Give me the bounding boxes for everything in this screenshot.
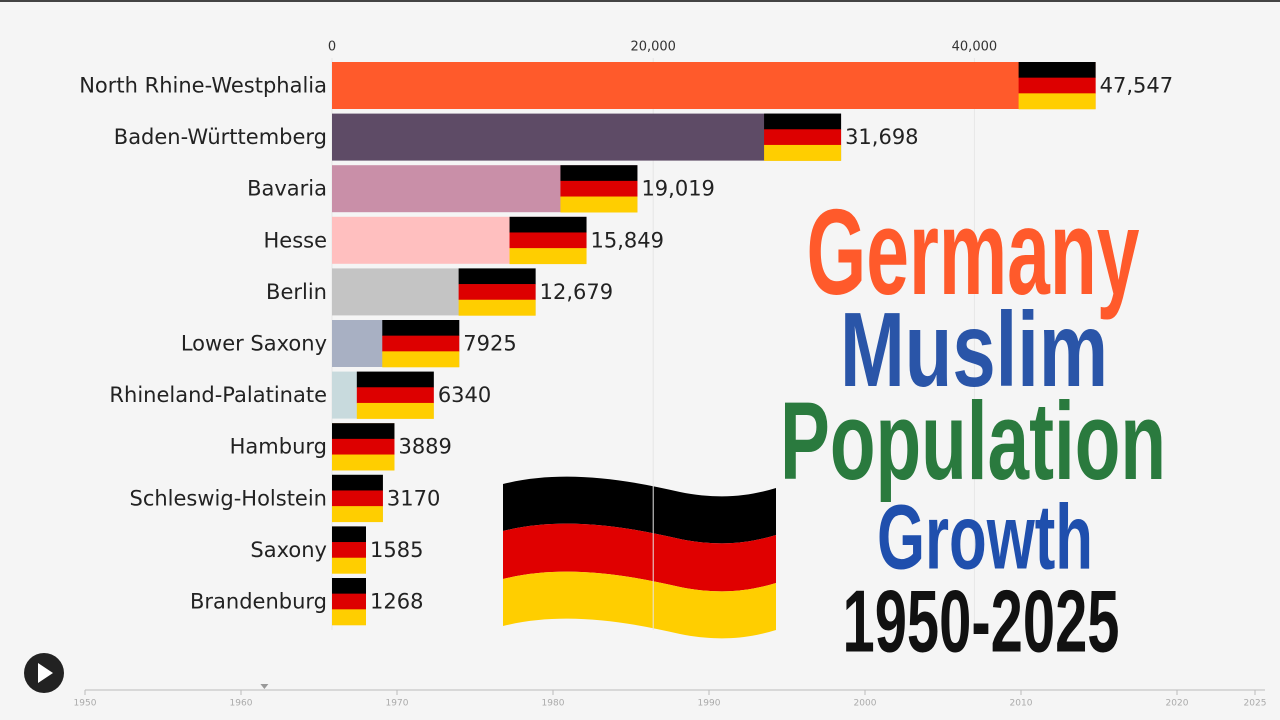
flag-stripe xyxy=(332,506,383,523)
title-line: Growth xyxy=(877,486,1093,588)
timeline-tick-label: 1990 xyxy=(698,699,721,709)
timeline-tick-label: 2020 xyxy=(1166,699,1189,709)
value-label: 19,019 xyxy=(641,177,714,201)
x-tick-label: 0 xyxy=(328,40,336,55)
timeline-tick-label: 2025 xyxy=(1244,699,1267,709)
bar xyxy=(332,113,842,161)
flag-icon xyxy=(382,320,460,368)
x-tick-label: 40,000 xyxy=(952,40,998,55)
category-label: Berlin xyxy=(266,280,327,304)
flag-illustration xyxy=(503,476,776,639)
flag-stripe xyxy=(560,180,638,197)
x-tick-label: 20,000 xyxy=(630,40,676,55)
category-label: Saxony xyxy=(250,538,327,562)
flag-stripe xyxy=(382,335,460,352)
value-label: 7925 xyxy=(463,332,516,356)
flag-stripe xyxy=(509,232,587,249)
value-label: 6340 xyxy=(438,383,491,407)
value-label: 12,679 xyxy=(540,280,613,304)
flag-icon xyxy=(332,526,366,574)
timeline-tick-label: 2000 xyxy=(854,699,877,709)
value-label: 1268 xyxy=(370,590,423,614)
flag-stripe xyxy=(332,578,366,594)
value-label: 31,698 xyxy=(845,125,918,149)
flag-stripe xyxy=(764,144,842,161)
flag-stripe xyxy=(764,113,842,130)
flag-stripe xyxy=(1018,77,1096,94)
flag-stripe xyxy=(332,557,366,574)
timeline-tick-label: 1960 xyxy=(230,699,253,709)
flag-icon xyxy=(509,216,587,265)
flag-icon xyxy=(560,165,638,213)
flag-stripe xyxy=(332,438,395,455)
flag-stripe xyxy=(458,268,536,285)
title-line: Germany xyxy=(807,184,1140,320)
category-label: Schleswig-Holstein xyxy=(129,486,327,510)
timeline-handle xyxy=(260,684,269,689)
flag-stripe xyxy=(332,542,366,559)
flag-stripe xyxy=(764,129,842,146)
flag-icon xyxy=(332,423,395,471)
flag-stripe xyxy=(458,299,536,316)
value-label: 47,547 xyxy=(1100,74,1173,98)
flag-stripe xyxy=(560,165,638,182)
category-label: Hamburg xyxy=(230,435,327,459)
flag-stripe xyxy=(458,284,536,301)
flag-stripe xyxy=(382,351,460,368)
timeline-tick-label: 1970 xyxy=(386,699,409,709)
timeline-tick-label: 2010 xyxy=(1010,699,1033,709)
bar xyxy=(332,62,1096,109)
category-label: Lower Saxony xyxy=(181,332,327,356)
flag-stripe xyxy=(382,320,460,336)
flag-icon xyxy=(764,113,842,161)
flag-icon xyxy=(332,578,366,626)
flag-icon xyxy=(332,474,383,523)
value-label: 3889 xyxy=(398,435,451,459)
flag-stripe xyxy=(509,216,587,233)
timeline-tick-label: 1980 xyxy=(542,699,565,709)
flag-stripe xyxy=(509,248,587,265)
flag-stripe xyxy=(356,402,434,419)
category-label: North Rhine-Westphalia xyxy=(79,74,327,98)
flag-stripe xyxy=(332,593,366,610)
category-label: Rhineland-Palatinate xyxy=(109,383,327,407)
flag-icon xyxy=(458,268,536,316)
timeline-tick-label: 1950 xyxy=(74,699,97,709)
title-line: Population xyxy=(780,380,1166,503)
category-label: Baden-Württemberg xyxy=(114,125,327,149)
category-label: Brandenburg xyxy=(190,590,327,614)
title-line: Muslim xyxy=(840,291,1108,409)
category-label: Hesse xyxy=(263,228,327,252)
title-line: 1950-2025 xyxy=(843,571,1120,670)
flag-stripe xyxy=(332,490,383,507)
flag-stripe xyxy=(332,454,395,471)
flag-stripe xyxy=(1018,62,1096,78)
flag-stripe xyxy=(332,474,383,491)
value-label: 3170 xyxy=(387,486,440,510)
category-label: Bavaria xyxy=(247,177,327,201)
flag-stripe xyxy=(332,609,366,626)
flag-stripe xyxy=(332,526,366,543)
flag-icon xyxy=(356,371,434,419)
flag-stripe xyxy=(356,371,434,388)
play-button[interactable] xyxy=(24,653,64,693)
flag-stripe xyxy=(356,387,434,404)
flag-icon xyxy=(1018,62,1096,110)
flag-stripe xyxy=(560,196,638,213)
value-label: 15,849 xyxy=(591,228,664,252)
flag-stripe xyxy=(1018,93,1096,110)
top-border xyxy=(0,0,1280,2)
value-label: 1585 xyxy=(370,538,423,562)
flag-stripe xyxy=(332,423,395,440)
